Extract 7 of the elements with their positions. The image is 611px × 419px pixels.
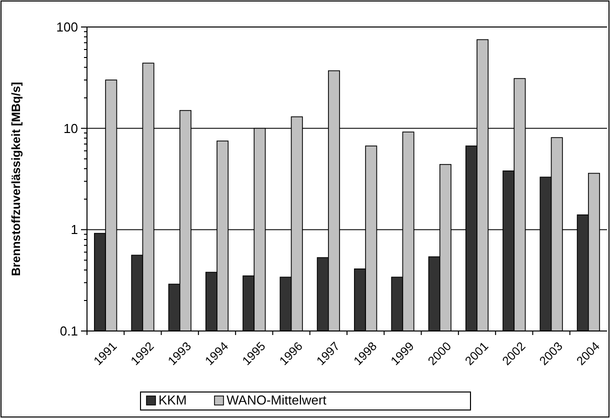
y-tick-label: 100 [56,20,78,35]
y-axis-title: Brennstoffzuverlässigkeit [MBq/s] [9,82,23,276]
y-tick-label: 10 [64,120,78,136]
legend-label: KKM [158,392,187,408]
y-tick-label: 1 [70,222,78,238]
y-tick-label: 0.1 [60,324,78,339]
legend-label: WANO-Mittelwert [226,392,327,408]
